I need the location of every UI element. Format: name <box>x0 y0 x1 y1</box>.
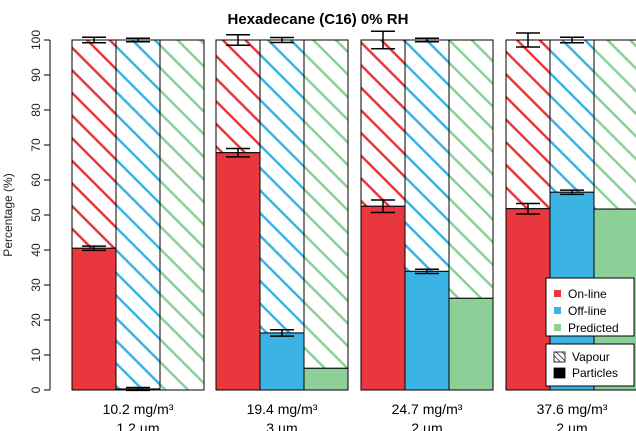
x-tick-sublabel: 2 µm <box>411 420 442 431</box>
legend: On-line Off-line Predicted Vapour Particles <box>545 277 635 387</box>
y-tick-label: 100 <box>29 30 43 50</box>
bar-particles-online <box>505 208 551 391</box>
pattern-legend-label: Vapour <box>572 350 610 364</box>
legend-vapour-swatch <box>553 351 566 363</box>
bar-particles-predicted <box>303 367 349 391</box>
bar-vapour-predicted <box>303 39 349 369</box>
bar-particles-online <box>360 205 406 391</box>
bar-vapour-offline <box>115 39 161 390</box>
legend-label: Off-line <box>568 304 607 318</box>
x-tick-label: 37.6 mg/m³ <box>537 401 608 417</box>
legend-swatch <box>554 307 561 314</box>
bar-particles-offline <box>259 332 305 391</box>
y-tick-label: 0 <box>29 386 43 393</box>
bar-vapour-predicted <box>448 39 494 299</box>
bar-vapour-predicted <box>159 39 205 391</box>
x-tick-label: 19.4 mg/m³ <box>247 401 318 417</box>
y-tick-label: 90 <box>29 68 43 82</box>
x-tick-sublabel: 3 µm <box>266 420 297 431</box>
bar-vapour-online <box>505 39 551 210</box>
bar-vapour-offline <box>404 39 450 272</box>
bar-vapour-online <box>215 39 261 154</box>
bar-vapour-predicted <box>593 39 636 210</box>
x-tick-label: 10.2 mg/m³ <box>103 401 174 417</box>
y-tick-label: 50 <box>29 208 43 222</box>
legend-label: Predicted <box>568 321 619 335</box>
y-tick-label: 80 <box>29 103 43 117</box>
bar-particles-predicted <box>448 297 494 391</box>
chart-title: Hexadecane (C16) 0% RH <box>228 11 409 28</box>
x-tick-label: 24.7 mg/m³ <box>392 401 463 417</box>
x-tick-sublabel: 2 µm <box>556 420 587 431</box>
y-tick-label: 30 <box>29 278 43 292</box>
y-tick-label: 70 <box>29 138 43 152</box>
pattern-legend-box <box>545 343 635 387</box>
bar-vapour-online <box>71 39 117 249</box>
y-tick-label: 40 <box>29 243 43 257</box>
pattern-legend-label: Particles <box>572 366 618 380</box>
legend-label: On-line <box>568 287 607 301</box>
bar-vapour-online <box>360 39 406 207</box>
x-tick-sublabel: 1.2 µm <box>116 420 159 431</box>
y-tick-label: 10 <box>29 348 43 362</box>
legend-swatch <box>554 324 561 331</box>
bar-vapour-offline <box>259 39 305 334</box>
bar-particles-offline <box>404 270 450 391</box>
y-tick-label: 60 <box>29 173 43 187</box>
legend-particles-swatch <box>553 367 566 379</box>
y-axis-label: Percentage (%) <box>1 173 15 256</box>
bar-particles-online <box>215 152 261 391</box>
bar-vapour-offline <box>549 39 595 193</box>
bar-particles-online <box>71 247 117 391</box>
y-tick-label: 20 <box>29 313 43 327</box>
legend-swatch <box>554 290 561 297</box>
